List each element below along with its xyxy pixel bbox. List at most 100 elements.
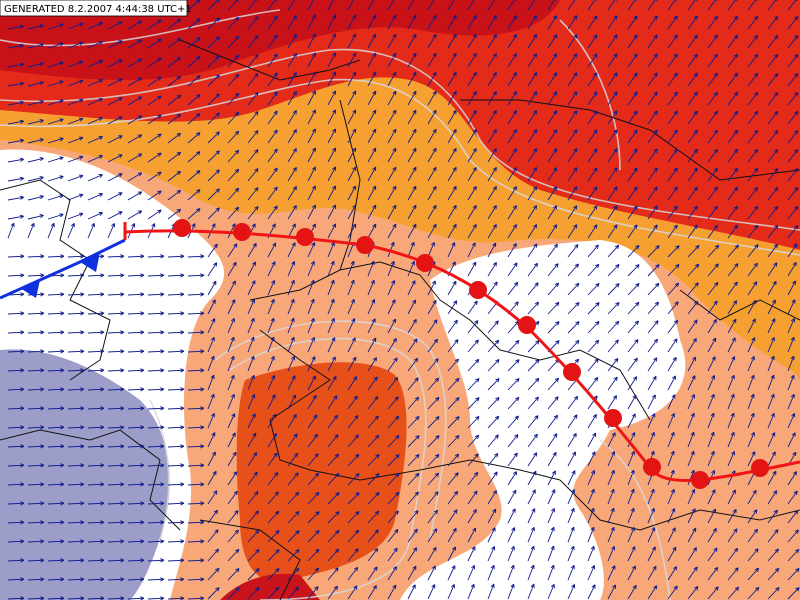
wind-arrow — [787, 92, 799, 106]
wind-arrow — [747, 244, 759, 258]
wind-arrow — [7, 463, 25, 468]
wind-arrow — [487, 359, 500, 372]
wind-arrow — [187, 311, 205, 316]
wind-arrow — [67, 463, 85, 468]
wind-arrow — [67, 330, 85, 335]
wind-arrow — [487, 186, 497, 201]
wind-arrow — [667, 34, 678, 49]
wind-arrow — [187, 349, 205, 354]
wind-arrow — [147, 38, 162, 49]
wind-arrow — [107, 292, 125, 297]
wind-arrow — [487, 129, 497, 144]
wind-arrow — [227, 0, 239, 11]
wind-arrow — [687, 356, 697, 372]
wind-arrow — [407, 510, 419, 524]
wind-arrow — [407, 396, 420, 410]
wind-arrow — [247, 92, 259, 106]
wind-arrow — [267, 280, 275, 296]
wind-arrow — [607, 264, 620, 277]
wind-arrow — [347, 223, 357, 239]
wind-arrow — [707, 244, 720, 258]
wind-arrow — [407, 0, 417, 11]
wind-arrow — [527, 243, 538, 258]
wind-arrow — [647, 148, 658, 163]
wind-arrow — [187, 273, 205, 278]
wind-arrow — [87, 330, 105, 335]
wind-arrow — [747, 15, 759, 30]
wind-arrow — [247, 298, 255, 315]
wind-arrow — [787, 225, 799, 239]
wind-arrow — [467, 415, 480, 429]
wind-arrow — [227, 451, 237, 467]
wind-arrow — [527, 415, 539, 429]
wind-arrow — [287, 110, 297, 125]
wind-arrow — [387, 166, 397, 182]
wind-arrow — [727, 393, 735, 410]
wind-arrow — [67, 212, 84, 220]
wind-arrow — [507, 34, 517, 49]
wind-arrow — [607, 110, 618, 125]
wind-arrow — [787, 413, 796, 429]
wind-arrow — [527, 452, 538, 467]
wind-arrow — [267, 148, 278, 163]
cold-area — [0, 349, 170, 600]
wind-arrow — [527, 359, 540, 372]
wind-arrow — [167, 444, 185, 449]
wind-arrow — [7, 349, 25, 354]
wind-arrow — [687, 527, 697, 543]
wind-arrow — [687, 319, 698, 334]
wind-arrow — [247, 149, 259, 163]
wind-arrow — [707, 281, 719, 296]
wind-arrow — [547, 224, 558, 239]
wind-arrow — [647, 72, 658, 87]
wind-arrow — [267, 375, 276, 391]
wind-arrow — [427, 299, 437, 315]
wind-arrow — [207, 412, 215, 429]
wind-arrow — [67, 98, 84, 106]
wind-arrow — [267, 53, 278, 68]
wind-arrow — [547, 129, 558, 144]
wind-arrow — [447, 109, 457, 125]
wind-arrow — [547, 148, 558, 163]
wind-arrow — [447, 527, 457, 543]
wind-arrow — [427, 491, 439, 505]
wind-arrow — [707, 319, 717, 334]
wind-arrow — [507, 434, 519, 448]
wind-arrow — [407, 52, 417, 68]
wind-arrow — [447, 490, 459, 505]
wind-arrow — [287, 510, 300, 524]
wind-arrow — [587, 339, 600, 353]
wind-arrow — [327, 14, 337, 30]
wind-arrow — [527, 282, 539, 296]
wind-arrow — [787, 393, 795, 410]
wind-arrow — [627, 584, 637, 600]
wind-arrow — [27, 24, 44, 30]
wind-arrow — [247, 549, 260, 562]
wind-arrow — [67, 501, 85, 506]
wind-arrow — [267, 91, 278, 106]
wind-arrow — [487, 546, 496, 562]
wind-arrow — [387, 14, 397, 30]
wind-arrow — [347, 298, 355, 315]
wind-arrow — [727, 547, 739, 562]
wind-arrow — [407, 90, 417, 106]
wind-arrow — [167, 292, 185, 297]
wind-arrow — [347, 14, 357, 30]
wind-arrow — [227, 568, 240, 581]
wind-arrow — [127, 191, 143, 201]
wind-arrow — [87, 482, 105, 487]
wind-arrow — [447, 128, 457, 144]
wind-arrow — [587, 167, 598, 182]
wind-arrow — [647, 507, 655, 524]
wind-arrow — [747, 53, 759, 68]
wind-arrow — [427, 416, 440, 429]
wind-arrow — [207, 355, 215, 372]
wind-arrow — [327, 204, 337, 220]
wind-arrow — [547, 110, 558, 125]
wind-arrow — [427, 166, 437, 182]
wind-arrow — [407, 241, 415, 258]
wind-arrow — [407, 415, 420, 429]
wind-arrow — [307, 0, 314, 11]
wind-arrow — [27, 482, 45, 487]
